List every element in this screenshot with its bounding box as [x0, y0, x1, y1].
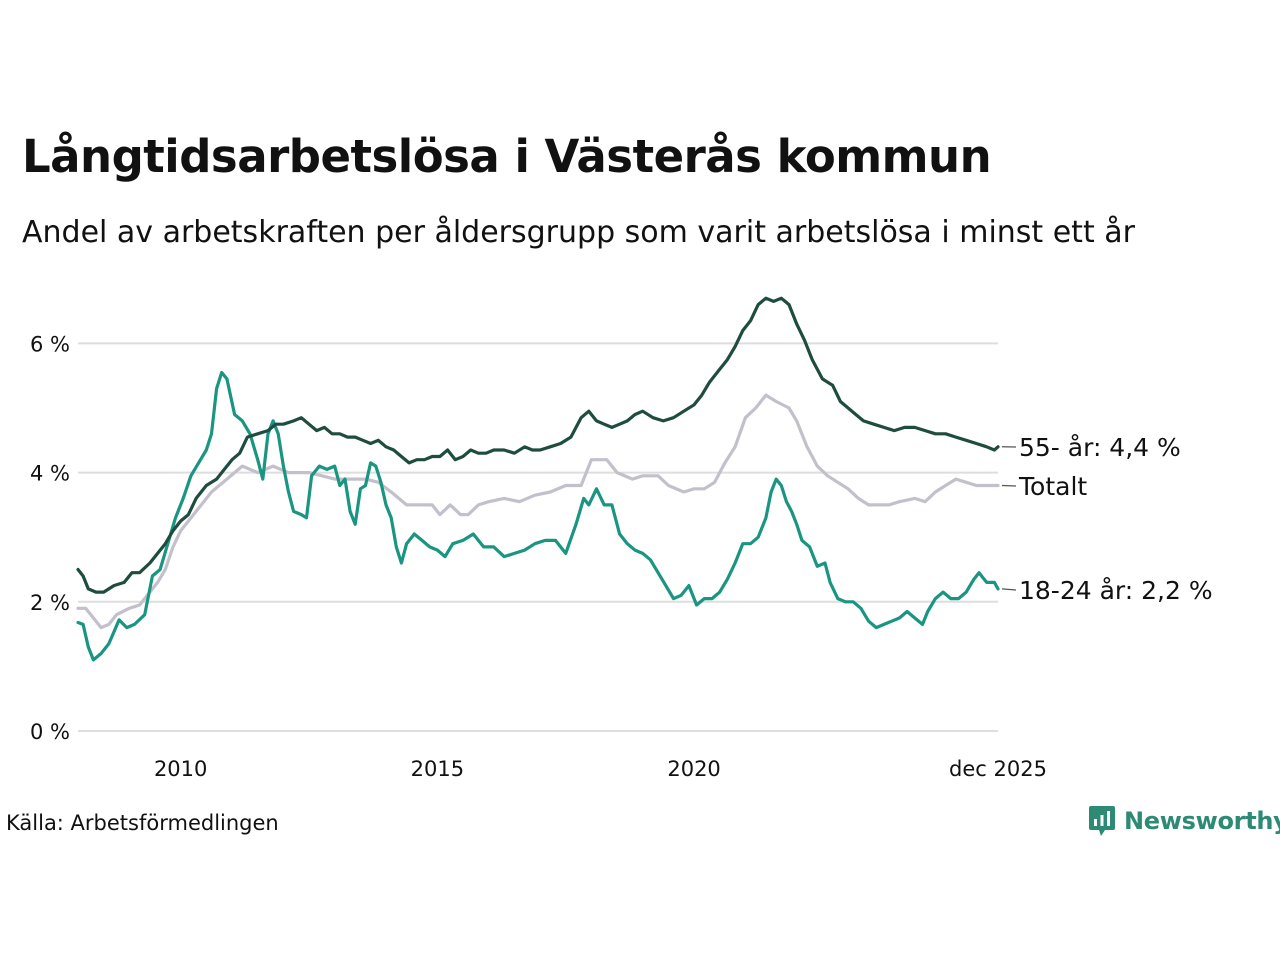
series-end-label: 18-24 år: 2,2 %	[1019, 576, 1213, 605]
series-line-2	[76, 296, 1000, 594]
series-line-0	[76, 393, 1000, 630]
chart-title: Långtidsarbetslösa i Västerås kommun	[22, 130, 992, 183]
y-tick-label: 4 %	[30, 462, 70, 486]
series-end-label: Totalt	[1018, 472, 1087, 501]
chart-subtitle: Andel av arbetskraften per åldersgrupp s…	[22, 215, 1135, 250]
newsworthy-logo[interactable]: Newsworthy	[1088, 804, 1280, 838]
series-end-connector	[1001, 588, 1017, 591]
newsworthy-logo-text: Newsworthy	[1124, 807, 1280, 835]
x-axis-ticks: 2010 2015 2020 dec 2025	[154, 757, 1047, 781]
series-line-1	[76, 370, 1000, 662]
source-note: Källa: Arbetsförmedlingen	[6, 811, 279, 835]
series-end-labels: Totalt 18-24 år: 2,2 % 55- år: 4,4 %	[1001, 433, 1213, 605]
x-tick-label: 2020	[667, 757, 720, 781]
y-tick-label: 0 %	[30, 720, 70, 744]
y-tick-label: 6 %	[30, 332, 70, 356]
y-axis-ticks: 0 % 2 % 4 % 6 %	[30, 332, 70, 744]
x-tick-label: 2010	[154, 757, 207, 781]
newsworthy-logo-icon	[1089, 806, 1115, 836]
series-lines	[76, 296, 1000, 662]
y-tick-label: 2 %	[30, 591, 70, 615]
x-tick-label: 2015	[411, 757, 464, 781]
series-end-label: 55- år: 4,4 %	[1019, 433, 1181, 462]
x-tick-label: dec 2025	[949, 757, 1047, 781]
